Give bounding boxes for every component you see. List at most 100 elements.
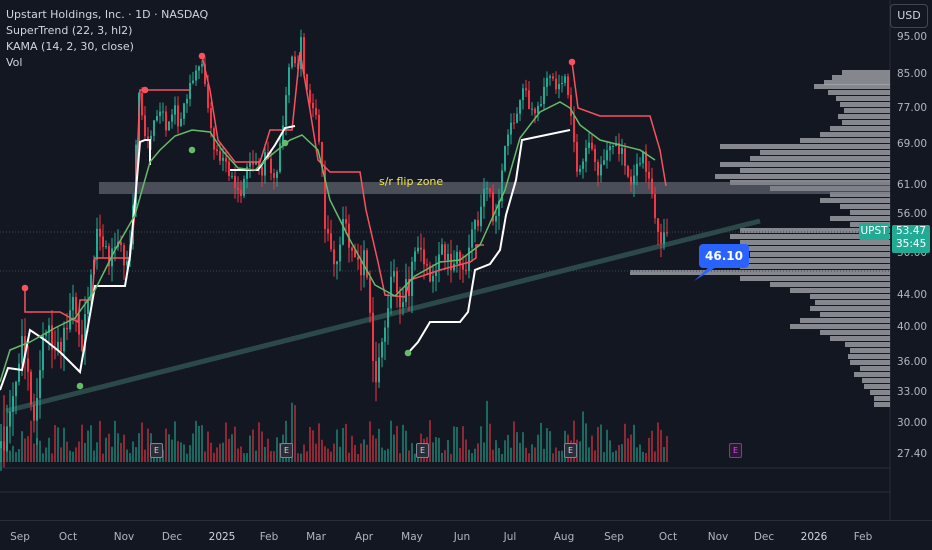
volume-label[interactable]: Vol: [6, 56, 23, 69]
volume-bar: [393, 434, 395, 462]
volume-bar: [228, 438, 230, 462]
volume-bar: [519, 442, 521, 462]
volume-bar: [612, 452, 614, 462]
candle-body: [483, 188, 485, 207]
candle-body: [294, 56, 296, 64]
volume-bar: [390, 420, 392, 462]
volume-bar: [138, 433, 140, 462]
volume-bar: [237, 448, 239, 462]
volume-bar: [501, 453, 503, 462]
candle-body: [300, 37, 302, 70]
candle-body: [408, 279, 410, 297]
price-chart[interactable]: [0, 0, 932, 520]
earnings-icon[interactable]: E: [416, 443, 429, 458]
candle-body: [204, 64, 206, 85]
candle-body: [519, 100, 521, 114]
volume-bar: [168, 434, 170, 462]
candle-body: [123, 245, 125, 266]
candle-body: [225, 157, 227, 162]
currency-button[interactable]: USD: [890, 4, 928, 28]
candle-body: [645, 151, 647, 172]
supertrend-label[interactable]: SuperTrend (22, 3, hl2): [6, 24, 133, 37]
candle-body: [522, 88, 524, 101]
candle-body: [234, 175, 236, 188]
candle-body: [360, 259, 362, 276]
candle-body: [555, 78, 557, 90]
volume-bar: [411, 443, 413, 462]
volume-bar: [96, 442, 98, 462]
candle-body: [54, 349, 56, 351]
volume-bar: [54, 425, 56, 462]
candle-body: [162, 111, 164, 113]
candle-body: [30, 371, 32, 405]
candle-body: [171, 114, 173, 122]
price-tick-label: 56.00: [897, 208, 928, 220]
zone-label: s/r flip zone: [379, 175, 444, 188]
candle-body: [474, 219, 476, 230]
candle-body: [177, 105, 179, 127]
candle-body: [198, 66, 200, 71]
volume-bar: [363, 439, 365, 462]
earnings-icon[interactable]: E: [150, 443, 163, 458]
candle-body: [315, 108, 317, 115]
volume-bar: [135, 447, 137, 462]
volume-bar: [615, 450, 617, 462]
volume-bar: [402, 424, 404, 462]
candle-body: [432, 275, 434, 282]
volume-bar: [234, 426, 236, 462]
earnings-icon[interactable]: E: [564, 443, 577, 458]
volume-bar: [120, 442, 122, 462]
kama-label[interactable]: KAMA (14, 2, 30, close): [6, 40, 134, 53]
volume-bar: [372, 435, 374, 462]
candle-body: [660, 232, 662, 244]
candle-body: [285, 95, 287, 126]
candle-body: [636, 163, 638, 176]
candle-body: [381, 341, 383, 358]
candle-body: [252, 161, 254, 165]
volume-bar: [435, 437, 437, 462]
supertrend-down-line-3: [571, 61, 667, 187]
candle-body: [27, 358, 29, 372]
candle-body: [168, 121, 170, 131]
candle-body: [258, 162, 260, 167]
volume-profile-bar: [800, 138, 890, 143]
candle-body: [309, 89, 311, 103]
volume-bar: [414, 453, 416, 462]
candle-body: [630, 176, 632, 185]
volume-bar: [255, 450, 257, 462]
volume-bar: [306, 451, 308, 462]
price-axis[interactable]: 95.00 85.00 77.00 69.00 61.00 56.00 50.00 44.00…: [890, 0, 932, 520]
volume-bar: [630, 434, 632, 462]
earnings-icon[interactable]: E: [280, 443, 293, 458]
candle-body: [183, 103, 185, 119]
volume-bar: [357, 453, 359, 462]
price-tick-label: 33.00: [897, 386, 928, 398]
volume-bar: [261, 431, 263, 462]
candle-body: [156, 115, 158, 121]
volume-bar: [3, 395, 5, 462]
volume-bar: [276, 437, 278, 462]
candle-body: [426, 264, 428, 266]
volume-bar: [627, 438, 629, 462]
volume-bar: [69, 450, 71, 462]
price-callout[interactable]: 46.10: [699, 244, 749, 268]
time-axis[interactable]: Sep Oct Nov Dec 2025 Feb Mar Apr May Jun Jul Aug Sep…: [0, 520, 932, 550]
volume-bar: [573, 420, 575, 462]
volume-bar: [144, 449, 146, 462]
price-tick-label: 69.00: [897, 138, 928, 150]
candle-body: [48, 325, 50, 333]
candle-body: [366, 250, 368, 278]
candle-body: [510, 122, 512, 135]
volume-bar: [225, 422, 227, 462]
earnings-icon-upcoming[interactable]: E: [729, 443, 742, 458]
candle-body: [354, 250, 356, 258]
time-tick-label: Sep: [604, 531, 624, 543]
volume-bar: [327, 448, 329, 462]
volume-bar: [30, 420, 32, 462]
candle-body: [51, 325, 53, 350]
volume-bar: [489, 423, 491, 462]
volume-bar: [249, 435, 251, 462]
support-trendline: [5, 218, 761, 414]
candle-body: [486, 188, 488, 190]
volume-bar: [633, 424, 635, 462]
